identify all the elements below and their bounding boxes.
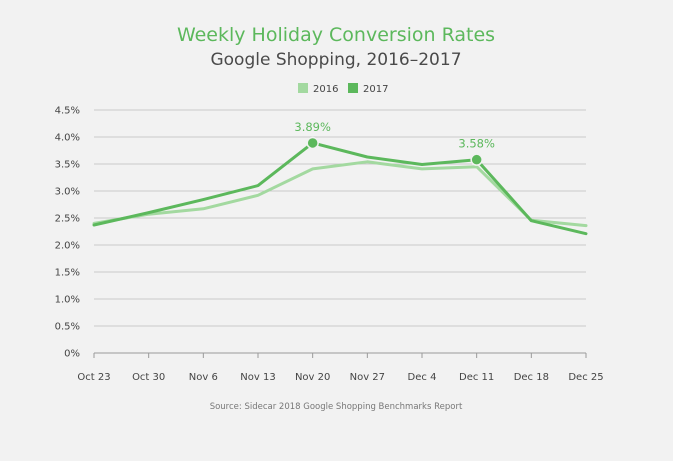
legend: 2016 2017: [298, 83, 388, 95]
y-tick-label: 3.0%: [55, 187, 80, 198]
series-line-2017: [92, 141, 588, 236]
y-tick-label: 2.0%: [55, 241, 80, 252]
y-tick-label: 4.0%: [55, 133, 80, 144]
x-tick-label: Nov 20: [295, 372, 330, 383]
x-tick-label: Dec 25: [568, 372, 603, 383]
y-tick-label: 1.5%: [55, 268, 80, 279]
x-tick-label: Dec 18: [514, 372, 549, 383]
chart-title: Weekly Holiday Conversion Rates: [177, 24, 495, 46]
data-point-marker: [306, 136, 319, 150]
x-tick-label: Dec 11: [459, 372, 494, 383]
y-tick-label: 0.5%: [55, 322, 80, 333]
legend-label: 2017: [363, 84, 388, 95]
y-tick-label: 0%: [64, 349, 80, 360]
axes: 0% 0.5% 1.0% 1.5% 2.0% 2.5% 3.0% 3.5% 4.0% 4.5% Oc…: [55, 106, 604, 384]
x-tick-label: Nov 13: [240, 372, 275, 383]
chart-subtitle: Google Shopping, 2016–2017: [210, 50, 461, 70]
legend-swatch-2016: [298, 83, 308, 93]
annotations: 3.89% 3.58%: [294, 120, 495, 166]
source-note: Source: Sidecar 2018 Google Shopping Ben…: [210, 402, 463, 412]
grid: [94, 109, 586, 327]
data-label: 3.58%: [458, 137, 495, 151]
y-tick-label: 4.5%: [55, 106, 80, 117]
y-tick-label: 2.5%: [55, 214, 80, 225]
data-point-marker: [470, 153, 483, 166]
y-tick-label: 3.5%: [55, 160, 80, 171]
x-tick-label: Oct 30: [132, 372, 165, 383]
series-group: [92, 141, 588, 236]
series-line-2016: [92, 160, 588, 228]
x-tick-label: Oct 23: [77, 372, 110, 383]
data-label: 3.89%: [294, 120, 331, 134]
legend-swatch-2017: [348, 83, 358, 93]
y-tick-label: 1.0%: [55, 295, 80, 306]
x-tick-label: Nov 27: [350, 372, 385, 383]
x-tick-label: Dec 4: [408, 372, 437, 383]
legend-label: 2016: [313, 84, 338, 95]
x-tick-label: Nov 6: [189, 372, 218, 383]
